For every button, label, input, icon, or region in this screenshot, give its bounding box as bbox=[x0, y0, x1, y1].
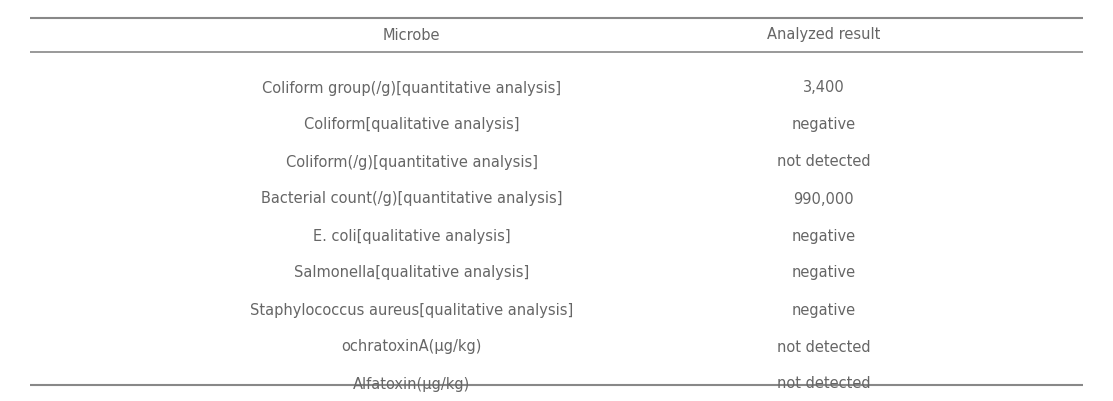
Text: negative: negative bbox=[791, 302, 856, 318]
Text: not detected: not detected bbox=[777, 154, 870, 170]
Text: Coliform[qualitative analysis]: Coliform[qualitative analysis] bbox=[304, 117, 520, 132]
Text: Analyzed result: Analyzed result bbox=[767, 28, 880, 43]
Text: Bacterial count(/g)[quantitative analysis]: Bacterial count(/g)[quantitative analysi… bbox=[262, 192, 562, 207]
Text: E. coli[qualitative analysis]: E. coli[qualitative analysis] bbox=[313, 229, 511, 243]
Text: Salmonella[qualitative analysis]: Salmonella[qualitative analysis] bbox=[294, 265, 530, 281]
Text: ochratoxinA(μg/kg): ochratoxinA(μg/kg) bbox=[342, 340, 482, 354]
Text: negative: negative bbox=[791, 229, 856, 243]
Text: Coliform group(/g)[quantitative analysis]: Coliform group(/g)[quantitative analysis… bbox=[263, 81, 561, 95]
Text: Alfatoxin(μg/kg): Alfatoxin(μg/kg) bbox=[353, 377, 471, 391]
Text: not detected: not detected bbox=[777, 340, 870, 354]
Text: 990,000: 990,000 bbox=[794, 192, 854, 207]
Text: 3,400: 3,400 bbox=[802, 81, 845, 95]
Text: Coliform(/g)[quantitative analysis]: Coliform(/g)[quantitative analysis] bbox=[286, 154, 538, 170]
Text: Microbe: Microbe bbox=[383, 28, 441, 43]
Text: not detected: not detected bbox=[777, 377, 870, 391]
Text: negative: negative bbox=[791, 117, 856, 132]
Text: Staphylococcus aureus[qualitative analysis]: Staphylococcus aureus[qualitative analys… bbox=[250, 302, 573, 318]
Text: negative: negative bbox=[791, 265, 856, 281]
